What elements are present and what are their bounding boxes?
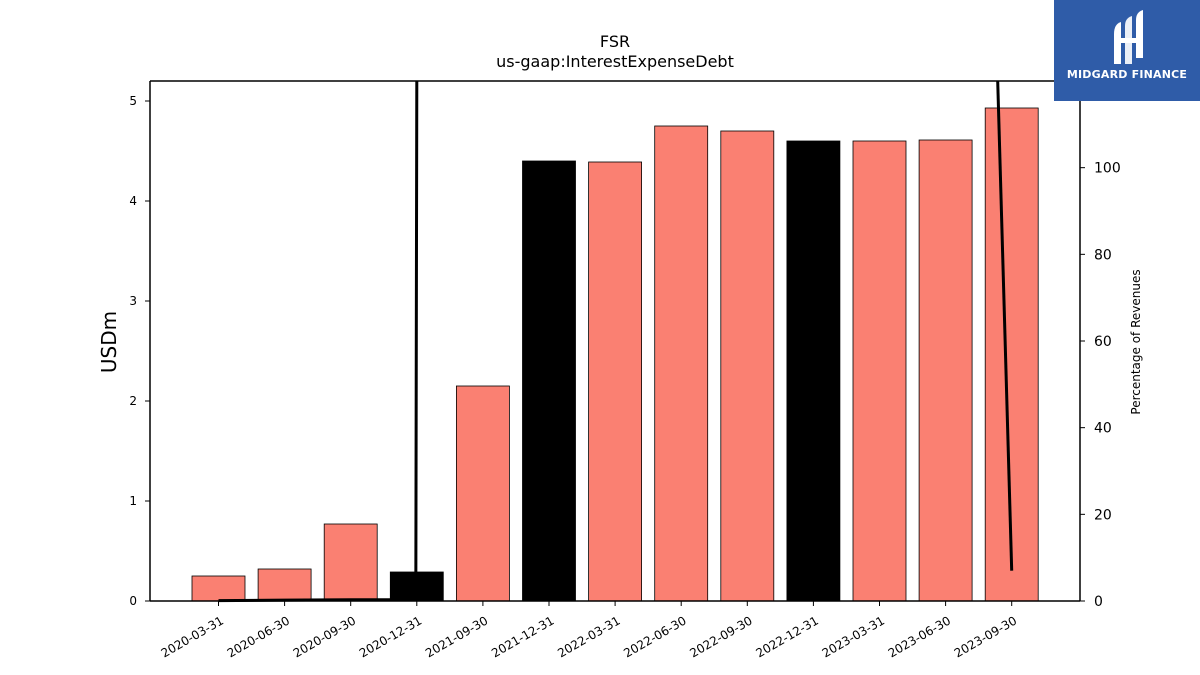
- x-tick-label: 2020-03-31: [159, 613, 226, 660]
- y-tick-label: 2: [129, 394, 137, 408]
- x-tick-label: 2022-09-30: [687, 613, 754, 660]
- bar-2021-09-30: [455, 385, 510, 602]
- bars-group: [191, 107, 1039, 602]
- y-axis-label: USDm: [97, 310, 121, 374]
- bar-2020-06-30: [257, 568, 312, 602]
- x-tick-label: 2023-06-30: [886, 613, 953, 660]
- y2-tick-label: 0: [1094, 594, 1103, 610]
- bar-2023-06-30: [918, 139, 973, 602]
- x-tick-label: 2023-03-31: [820, 613, 887, 660]
- y-tick-label: 1: [129, 494, 137, 508]
- x-tick-label: 2022-12-31: [753, 613, 820, 660]
- x-tick-label: 2022-06-30: [621, 613, 688, 660]
- x-tick-label: 2021-12-31: [489, 613, 556, 660]
- y2-tick-label: 40: [1094, 421, 1112, 437]
- x-tick-label: 2020-06-30: [225, 613, 292, 660]
- bar-2022-09-30: [720, 130, 775, 602]
- x-tick-label: 2023-09-30: [952, 613, 1019, 660]
- pct-line-late: [996, 80, 1014, 571]
- midgard-logo-icon: [1114, 10, 1143, 64]
- chart-title: FSR: [599, 32, 631, 51]
- chart-subtitle: us-gaap:InterestExpenseDebt: [496, 52, 734, 71]
- y-tick-label: 3: [129, 294, 137, 308]
- bar-2020-03-31: [191, 575, 246, 602]
- bar-2022-06-30: [654, 125, 709, 602]
- bar-2020-09-30: [323, 523, 378, 602]
- bar-2022-03-31: [588, 161, 642, 602]
- y-tick-label: 5: [129, 94, 137, 108]
- y2-axis-label: Percentage of Revenues: [1129, 269, 1143, 415]
- brand-name: MIDGARD FINANCE: [1066, 68, 1188, 81]
- x-tick-label: 2020-12-31: [357, 613, 424, 660]
- x-tick-label: 2020-09-30: [291, 613, 358, 660]
- pct-line-early: [218, 80, 419, 603]
- y2-tick-label: 100: [1094, 161, 1121, 177]
- brand-logo: MIDGARD FINANCE: [1054, 0, 1200, 101]
- y2-tick-label: 80: [1094, 247, 1112, 263]
- y2-tick-label: 60: [1094, 334, 1112, 350]
- bar-2023-03-31: [852, 140, 907, 602]
- y-tick-label: 0: [129, 594, 137, 608]
- y-tick-label: 4: [129, 194, 137, 208]
- x-tick-label: 2022-03-31: [555, 613, 622, 660]
- y2-tick-label: 20: [1094, 507, 1112, 523]
- x-tick-label: 2021-09-30: [423, 613, 490, 660]
- bar-2021-12-31: [522, 160, 576, 602]
- bar-2022-12-31: [786, 140, 841, 602]
